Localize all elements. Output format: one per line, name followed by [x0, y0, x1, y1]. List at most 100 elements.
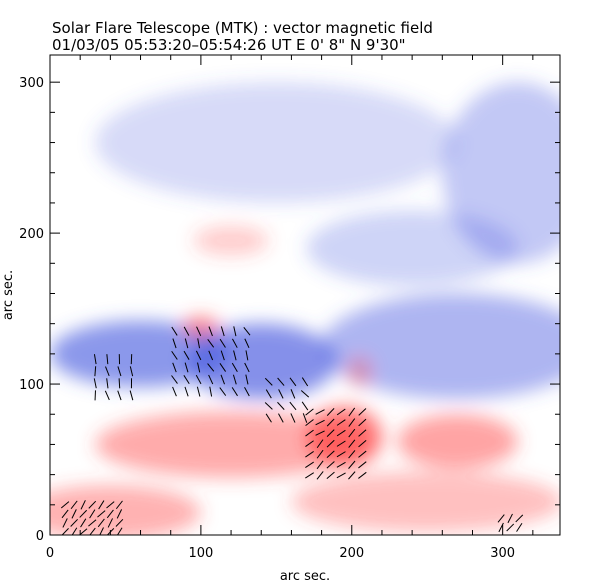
field-region-positive	[182, 316, 219, 338]
field-vector	[326, 471, 335, 480]
field-region-positive	[193, 225, 269, 256]
field-vector	[231, 387, 238, 397]
field-region-positive	[291, 471, 560, 532]
field-vector	[326, 408, 335, 416]
field-vector	[305, 408, 314, 416]
field-vector	[209, 386, 213, 397]
field-vector	[219, 387, 227, 396]
field-vector	[115, 500, 123, 510]
field-vector	[184, 386, 189, 397]
field-vector	[61, 528, 69, 535]
field-region-positive	[50, 485, 201, 535]
field-vector	[497, 514, 505, 523]
field-vector	[231, 362, 238, 373]
x-tick-label: 100	[188, 546, 213, 561]
field-vector	[172, 338, 177, 349]
field-vector	[245, 350, 249, 361]
field-vector	[300, 390, 310, 398]
field-vector	[89, 509, 96, 519]
field-vector	[289, 377, 297, 387]
chart-subtitle: 01/03/05 05:53:20–05:54:26 UT E 0' 8" N …	[52, 36, 406, 54]
chart-title: Solar Flare Telescope (MTK) : vector mag…	[52, 19, 433, 37]
field-vector	[196, 326, 202, 336]
field-vector	[336, 461, 346, 468]
field-vector	[316, 449, 324, 459]
field-vector	[219, 338, 226, 348]
field-vector	[61, 509, 69, 519]
field-vector	[316, 460, 324, 470]
field-region-negative	[321, 293, 560, 400]
field-vector	[60, 501, 70, 509]
field-vector	[171, 375, 178, 384]
field-vector	[244, 386, 250, 397]
field-vector	[336, 408, 346, 416]
y-tick-label: 100	[19, 378, 44, 393]
field-vector	[358, 461, 367, 469]
field-vector	[70, 500, 78, 510]
field-vector	[498, 522, 504, 533]
field-region-negative	[306, 210, 518, 286]
field-vector	[184, 338, 189, 349]
field-vector	[358, 418, 367, 427]
field-vector	[315, 430, 325, 436]
field-vector	[305, 419, 314, 426]
field-vector	[264, 377, 273, 386]
field-vector	[195, 374, 202, 385]
field-vector	[104, 390, 110, 401]
field-vector	[348, 460, 356, 469]
field-vector	[79, 509, 88, 518]
field-vector	[243, 327, 251, 336]
plot-area	[50, 55, 560, 535]
field-vector	[232, 338, 238, 348]
field-vector	[265, 413, 272, 423]
field-vector	[97, 510, 106, 518]
field-vector	[265, 389, 272, 399]
field-vector	[71, 509, 77, 519]
field-vector	[208, 326, 213, 337]
field-vector	[278, 389, 284, 399]
field-vector	[305, 472, 315, 479]
field-vector	[336, 440, 346, 447]
field-vector	[116, 509, 123, 519]
field-vector	[118, 378, 121, 389]
y-tick-label: 200	[19, 227, 44, 242]
field-vector	[183, 375, 190, 385]
field-vector	[358, 429, 367, 437]
field-vector	[301, 377, 309, 387]
y-tick-label: 300	[19, 76, 44, 91]
field-vector	[117, 366, 122, 377]
field-region-positive	[95, 411, 367, 478]
field-vector	[264, 402, 273, 410]
field-vector	[220, 326, 225, 337]
field-vector	[507, 513, 513, 524]
field-vector	[172, 386, 177, 397]
field-vector	[336, 451, 346, 458]
field-vector	[326, 450, 335, 458]
field-vector	[105, 366, 110, 377]
field-vector	[97, 518, 105, 528]
x-axis-label: arc sec.	[280, 569, 330, 584]
field-vector	[207, 338, 215, 348]
field-vector	[88, 500, 97, 509]
field-vector	[358, 450, 367, 458]
field-vector	[233, 350, 237, 361]
field-vector	[516, 522, 523, 532]
field-vector	[278, 413, 284, 423]
field-vector	[315, 409, 325, 415]
field-vector	[93, 354, 97, 365]
field-vector	[183, 350, 190, 360]
field-vector	[290, 413, 296, 423]
field-vector	[336, 419, 346, 426]
field-region-positive	[347, 356, 372, 388]
field-vector	[336, 429, 346, 437]
field-vector	[106, 501, 115, 509]
plot-frame	[49, 54, 561, 536]
field-vector	[277, 377, 285, 386]
field-vector	[348, 450, 356, 459]
x-tick-label: 200	[339, 546, 364, 561]
field-vector	[336, 472, 346, 479]
field-vector	[277, 401, 285, 410]
field-vector	[315, 419, 325, 426]
field-vector	[171, 350, 178, 360]
